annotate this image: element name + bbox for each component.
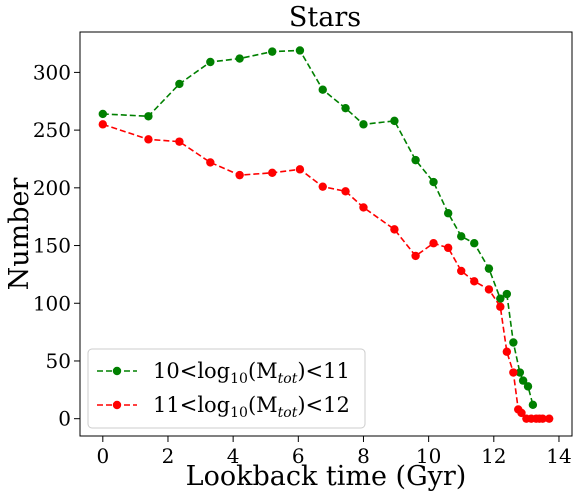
data-point: [538, 414, 547, 423]
data-point: [484, 285, 494, 294]
y-tick-label: 300: [33, 60, 71, 84]
x-axis: 0 2 4 6 8 10 12 14: [96, 436, 572, 468]
data-point: [502, 347, 512, 356]
data-point: [544, 414, 554, 423]
data-point: [175, 137, 184, 146]
x-tick-label: 4: [227, 444, 240, 468]
data-point: [443, 243, 453, 253]
legend-label: 10<log10(Mtot)<11: [153, 359, 350, 387]
data-point: [206, 57, 215, 67]
x-tick-label: 12: [481, 444, 506, 468]
x-axis-label: Lookback time (Gyr): [186, 461, 467, 492]
series-2: [98, 120, 554, 423]
data-point: [144, 112, 153, 121]
data-point: [517, 408, 526, 418]
data-point: [523, 382, 533, 391]
data-point: [268, 168, 277, 178]
data-point: [390, 225, 399, 234]
data-point: [98, 120, 108, 129]
data-point: [359, 120, 368, 129]
data-point: [144, 135, 153, 144]
legend-item: 10<log10(Mtot)<11: [97, 359, 350, 387]
data-point: [341, 187, 350, 196]
data-point: [295, 165, 305, 174]
data-point: [528, 400, 538, 410]
data-point: [515, 368, 525, 377]
data-point: [318, 85, 327, 94]
data-point: [457, 232, 466, 241]
legend-marker: [112, 366, 122, 376]
data-point: [496, 294, 505, 303]
series-1: [98, 46, 538, 410]
y-tick-label: 50: [46, 349, 71, 373]
series-line: [102, 49, 534, 406]
data-point: [411, 155, 420, 165]
data-point: [175, 79, 184, 89]
data-point: [484, 264, 494, 273]
y-tick-label: 200: [33, 176, 71, 200]
chart-title: Stars: [289, 2, 361, 33]
x-tick-label: 10: [416, 444, 441, 468]
data-point: [98, 109, 108, 119]
data-point: [429, 239, 438, 248]
data-point: [470, 277, 479, 286]
x-tick-label: 2: [162, 444, 175, 468]
data-point: [359, 203, 368, 212]
data-point: [318, 182, 327, 191]
data-point: [502, 289, 512, 299]
data-point: [457, 266, 466, 276]
y-tick-label: 250: [33, 118, 71, 142]
x-tick-label: 14: [546, 444, 571, 468]
data-point: [411, 251, 420, 261]
data-point: [341, 103, 350, 113]
data-point: [509, 368, 518, 377]
y-tick-label: 0: [58, 407, 71, 431]
y-tick-label: 100: [33, 291, 71, 315]
x-tick-label: 8: [357, 444, 370, 468]
data-point: [206, 158, 215, 167]
data-point: [518, 376, 528, 385]
legend-label: 11<log10(Mtot)<12: [153, 393, 350, 421]
y-tick-label: 150: [33, 234, 71, 258]
data-point: [429, 177, 438, 187]
data-point: [295, 46, 305, 55]
data-point: [443, 209, 453, 218]
data-point: [390, 116, 399, 126]
x-tick-label: 0: [96, 444, 109, 468]
data-point: [509, 338, 518, 347]
y-axis: 0 50 100 150 200 250 300: [33, 60, 80, 431]
data-point: [235, 54, 244, 63]
legend: 10<log10(Mtot)<11 11<log10(Mtot)<12: [87, 348, 366, 429]
plot-area: [79, 31, 573, 437]
legend-marker: [112, 400, 122, 410]
y-axis-label: Number: [4, 178, 35, 291]
data-point: [235, 170, 244, 180]
x-tick-label: 6: [292, 444, 305, 468]
data-point: [496, 302, 505, 311]
legend-box: [87, 348, 366, 429]
legend-item: 11<log10(Mtot)<12: [97, 393, 350, 421]
data-point: [470, 239, 479, 248]
data-point: [268, 47, 277, 56]
series-layer: [98, 46, 554, 423]
